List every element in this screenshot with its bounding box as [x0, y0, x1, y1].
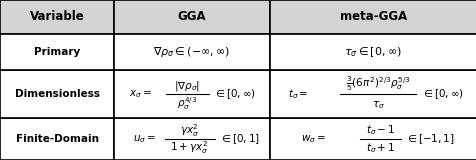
- Bar: [269, 118, 476, 160]
- Text: $\in [0,1]$: $\in [0,1]$: [219, 132, 260, 146]
- Text: $\tau_{\sigma}$: $\tau_{\sigma}$: [371, 99, 384, 111]
- Text: $t_{\sigma} + 1$: $t_{\sigma} + 1$: [365, 141, 394, 155]
- Text: $\in [0,\infty)$: $\in [0,\infty)$: [420, 88, 463, 101]
- Text: $t_{\sigma} - 1$: $t_{\sigma} - 1$: [365, 124, 394, 137]
- Text: meta-GGA: meta-GGA: [339, 10, 406, 23]
- Bar: [0, 0, 114, 34]
- Bar: [0, 118, 114, 160]
- Text: $\in [-1,1]$: $\in [-1,1]$: [405, 132, 454, 146]
- Text: Finite-Domain: Finite-Domain: [16, 134, 99, 144]
- Bar: [269, 0, 476, 34]
- Bar: [0, 34, 114, 70]
- Text: $1 + \gamma x_{\sigma}^{2}$: $1 + \gamma x_{\sigma}^{2}$: [170, 140, 208, 156]
- Text: $\gamma x_{\sigma}^{2}$: $\gamma x_{\sigma}^{2}$: [180, 122, 198, 139]
- Bar: [114, 118, 269, 160]
- Text: $w_{\sigma} = $: $w_{\sigma} = $: [300, 133, 325, 145]
- Text: Dimensionless: Dimensionless: [15, 89, 99, 99]
- Bar: [269, 34, 476, 70]
- Text: Primary: Primary: [34, 47, 80, 57]
- Text: $\nabla\rho_{\sigma} \in (-\infty,\infty)$: $\nabla\rho_{\sigma} \in (-\infty,\infty…: [153, 45, 230, 59]
- Text: $x_{\sigma} = $: $x_{\sigma} = $: [128, 88, 151, 100]
- Text: GGA: GGA: [177, 10, 206, 23]
- Text: $\tau_{\sigma} \in [0,\infty)$: $\tau_{\sigma} \in [0,\infty)$: [344, 45, 401, 59]
- Bar: [0, 70, 114, 118]
- Text: $\rho_{\sigma}^{4/3}$: $\rho_{\sigma}^{4/3}$: [177, 95, 197, 112]
- Text: $t_{\sigma} = $: $t_{\sigma} = $: [288, 88, 308, 101]
- Bar: [114, 34, 269, 70]
- Bar: [269, 70, 476, 118]
- Bar: [114, 70, 269, 118]
- Text: Variable: Variable: [30, 10, 84, 23]
- Bar: [114, 0, 269, 34]
- Text: $u_{\sigma} = $: $u_{\sigma} = $: [133, 133, 156, 145]
- Text: $\in [0,\infty)$: $\in [0,\infty)$: [213, 88, 256, 101]
- Text: $|\nabla\rho_{\sigma}|$: $|\nabla\rho_{\sigma}|$: [174, 79, 200, 93]
- Text: $\frac{3}{5}(6\pi^{2})^{2/3}\rho_{\sigma}^{5/3}$: $\frac{3}{5}(6\pi^{2})^{2/3}\rho_{\sigma…: [345, 75, 409, 93]
